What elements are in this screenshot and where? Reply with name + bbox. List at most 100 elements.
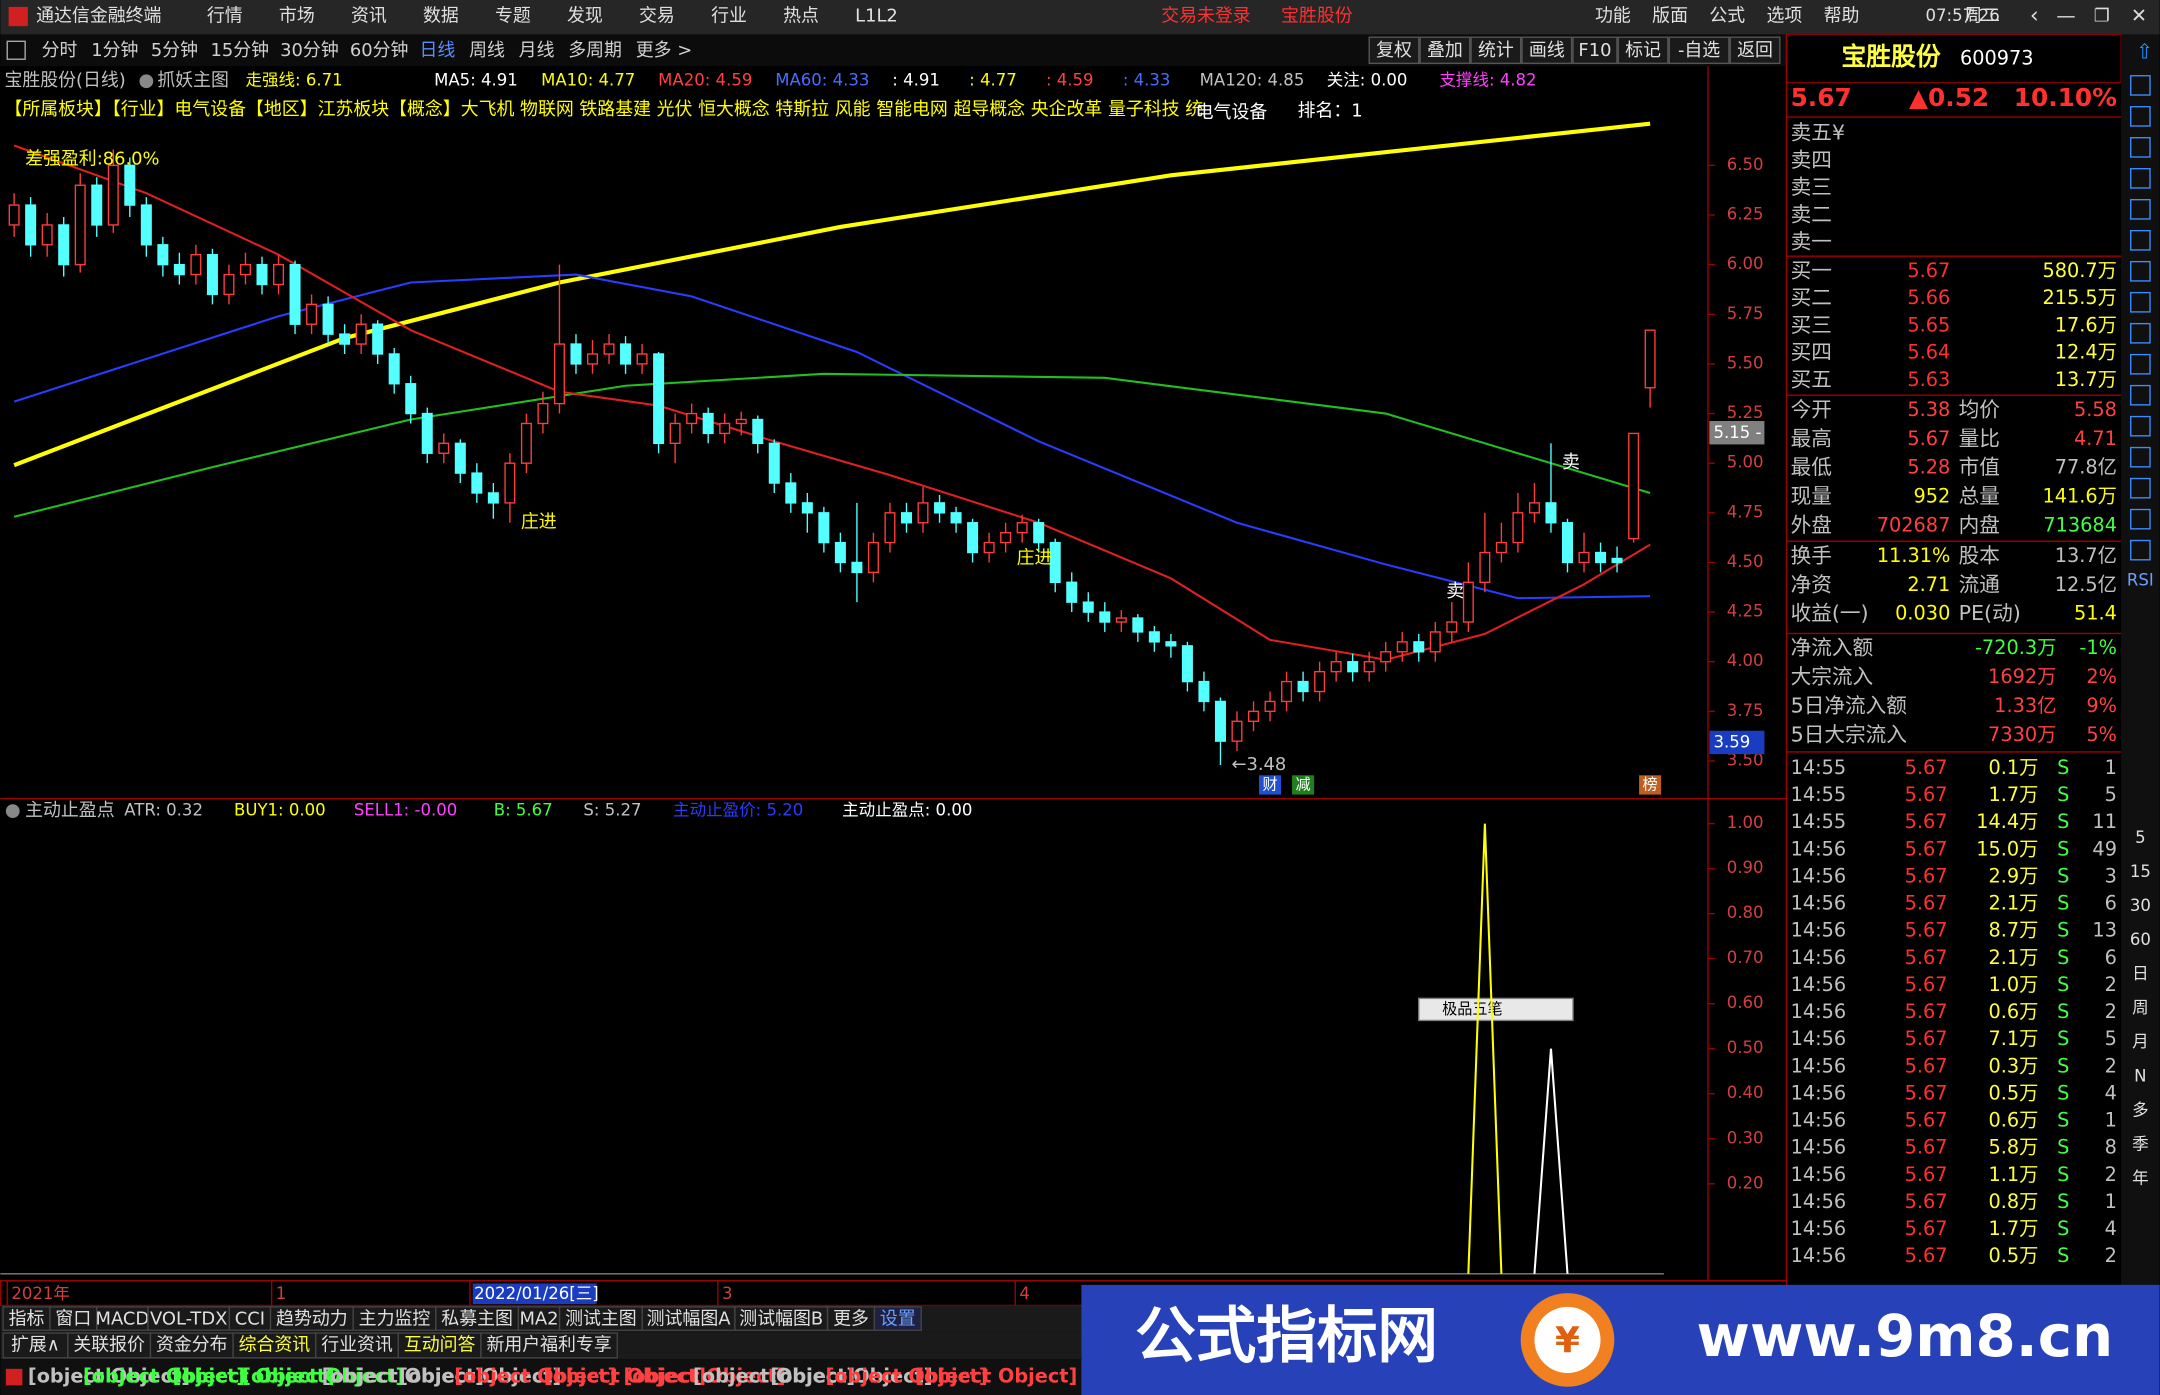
side-tool[interactable] bbox=[2130, 229, 2151, 251]
side-icon[interactable]: 月 bbox=[2132, 1032, 2149, 1051]
side-icon[interactable]: 多 bbox=[2132, 1100, 2149, 1119]
menu-item[interactable]: 功能 bbox=[1595, 6, 1631, 27]
toolbar-button[interactable] bbox=[1368, 36, 1420, 65]
tab-label[interactable]: 设置 bbox=[880, 1308, 916, 1329]
tab-label[interactable]: 私募主图 bbox=[441, 1308, 513, 1329]
close[interactable]: ✕ bbox=[2131, 4, 2147, 27]
menu-item[interactable]: 市场 bbox=[279, 6, 315, 27]
side-tool[interactable] bbox=[2130, 539, 2151, 561]
restore[interactable]: ❐ bbox=[2094, 6, 2110, 27]
tab-label[interactable]: 更多 bbox=[833, 1308, 869, 1329]
toolbar-button-label[interactable]: 标记 bbox=[1625, 40, 1661, 61]
side-tool[interactable] bbox=[2130, 106, 2151, 127]
tab-label[interactable]: 关联报价 bbox=[73, 1334, 145, 1355]
toolbar-button[interactable] bbox=[1617, 36, 1669, 65]
menu-item[interactable]: 行业 bbox=[711, 6, 747, 27]
event-marker-label[interactable]: 榜 bbox=[1643, 775, 1658, 793]
side-tool[interactable] bbox=[2130, 75, 2151, 96]
event-marker-label[interactable]: 财 bbox=[1262, 775, 1277, 793]
tab[interactable] bbox=[480, 1332, 618, 1359]
period-tab[interactable]: 30分钟 bbox=[280, 40, 339, 61]
tab-label[interactable]: 互动问答 bbox=[404, 1334, 476, 1355]
side-tool[interactable] bbox=[2130, 198, 2151, 220]
toolbar-button[interactable] bbox=[1668, 36, 1730, 65]
side-icon[interactable]: N bbox=[2134, 1066, 2146, 1085]
tab-label[interactable]: VOL-TDX bbox=[150, 1308, 227, 1329]
tab[interactable] bbox=[149, 1332, 234, 1359]
side-tool[interactable] bbox=[2130, 446, 2151, 468]
side-icon[interactable]: 5 bbox=[2135, 828, 2146, 847]
toolbar-button[interactable] bbox=[1729, 36, 1781, 65]
tab-label[interactable]: 行业资讯 bbox=[321, 1334, 393, 1355]
period-tab[interactable]: 60分钟 bbox=[350, 40, 409, 61]
tab-label[interactable]: 测试幅图A bbox=[647, 1308, 732, 1329]
side-icon[interactable]: 季 bbox=[2132, 1134, 2149, 1153]
tab-label[interactable]: 测试主图 bbox=[565, 1308, 637, 1329]
period-tab[interactable]: 1分钟 bbox=[91, 40, 138, 61]
side-tool[interactable] bbox=[2130, 168, 2151, 189]
toolbar-button[interactable] bbox=[1521, 36, 1573, 65]
tab-label[interactable]: 扩展∧ bbox=[11, 1334, 60, 1355]
toolbar-button-label[interactable]: 复权 bbox=[1376, 40, 1412, 61]
toolbar-button[interactable] bbox=[1470, 36, 1522, 65]
nav-back[interactable]: ‹ bbox=[2030, 4, 2039, 29]
menu-item[interactable]: 交易 bbox=[639, 6, 675, 27]
tab[interactable] bbox=[873, 1306, 922, 1331]
toolbar-button-label[interactable]: -自选 bbox=[1678, 40, 1720, 61]
side-icon[interactable]: 15 bbox=[2130, 862, 2151, 881]
tab-label[interactable]: 资金分布 bbox=[156, 1334, 228, 1355]
tab[interactable] bbox=[2, 1332, 69, 1359]
period-tab[interactable]: 更多 > bbox=[636, 40, 692, 61]
period-tab[interactable]: 分时 bbox=[42, 40, 78, 61]
side-tool[interactable] bbox=[2130, 477, 2151, 499]
tab[interactable] bbox=[397, 1332, 482, 1359]
tab-label[interactable]: 新用户福利专享 bbox=[487, 1334, 612, 1355]
ime-box[interactable] bbox=[1418, 997, 1574, 1022]
tab-label[interactable]: 综合资讯 bbox=[239, 1334, 311, 1355]
tab[interactable] bbox=[315, 1332, 400, 1359]
toolbar-button-label[interactable]: 返回 bbox=[1737, 40, 1773, 61]
period-tab[interactable]: 周线 bbox=[469, 40, 505, 61]
menu-item[interactable]: L1L2 bbox=[855, 6, 898, 27]
menu-alert[interactable]: 宝胜股份 bbox=[1281, 6, 1353, 27]
menu-item[interactable]: 版面 bbox=[1652, 6, 1688, 27]
side-tool[interactable] bbox=[2130, 260, 2151, 282]
toolbar-button[interactable] bbox=[1419, 36, 1471, 65]
menu-item[interactable]: 选项 bbox=[1766, 6, 1802, 27]
tab-label[interactable]: CCI bbox=[235, 1308, 265, 1329]
minimize[interactable]: — bbox=[2056, 4, 2075, 27]
period-tab[interactable]: 多周期 bbox=[568, 40, 622, 61]
toolbar-button-label[interactable]: F10 bbox=[1578, 40, 1611, 61]
tab-label[interactable]: MACD bbox=[96, 1308, 150, 1329]
menu-item[interactable]: 热点 bbox=[783, 6, 819, 27]
menu-item[interactable]: 数据 bbox=[423, 6, 459, 27]
side-tool[interactable] bbox=[2130, 322, 2151, 344]
tab-label[interactable]: 趋势动力 bbox=[276, 1308, 348, 1329]
menu-item[interactable]: 公式 bbox=[1709, 6, 1745, 27]
menu-item[interactable]: 帮助 bbox=[1824, 6, 1860, 27]
toolbar-button-label[interactable]: 叠加 bbox=[1427, 40, 1463, 61]
menu-item[interactable]: 专题 bbox=[495, 6, 531, 27]
toolbar-button-label[interactable]: 画线 bbox=[1529, 40, 1565, 61]
period-tab[interactable]: 月线 bbox=[519, 40, 555, 61]
event-marker-label[interactable]: 减 bbox=[1296, 775, 1311, 793]
side-icon[interactable]: RSI bbox=[2127, 571, 2154, 590]
side-icon[interactable]: 周 bbox=[2132, 998, 2149, 1017]
side-icon[interactable]: 30 bbox=[2130, 896, 2151, 915]
side-tool[interactable] bbox=[2130, 415, 2151, 437]
side-tool[interactable] bbox=[2130, 384, 2151, 406]
side-icon[interactable]: 日 bbox=[2132, 964, 2149, 983]
period-tab[interactable]: 5分钟 bbox=[151, 40, 198, 61]
side-tool[interactable] bbox=[2130, 291, 2151, 313]
tab-label[interactable]: 窗口 bbox=[55, 1308, 91, 1329]
tab-label[interactable]: 主力监控 bbox=[359, 1308, 431, 1329]
tab-label[interactable]: 指标 bbox=[9, 1308, 45, 1329]
menu-item[interactable]: 资讯 bbox=[351, 6, 387, 27]
menu-alert[interactable]: 交易未登录 bbox=[1161, 6, 1251, 27]
menu-item[interactable]: 发现 bbox=[567, 6, 603, 27]
period-tab[interactable]: 15分钟 bbox=[211, 40, 270, 61]
tab-label[interactable]: MA2 bbox=[519, 1308, 558, 1329]
tab[interactable] bbox=[67, 1332, 152, 1359]
side-icon[interactable]: 60 bbox=[2130, 930, 2151, 949]
side-icon[interactable]: 年 bbox=[2132, 1168, 2149, 1187]
